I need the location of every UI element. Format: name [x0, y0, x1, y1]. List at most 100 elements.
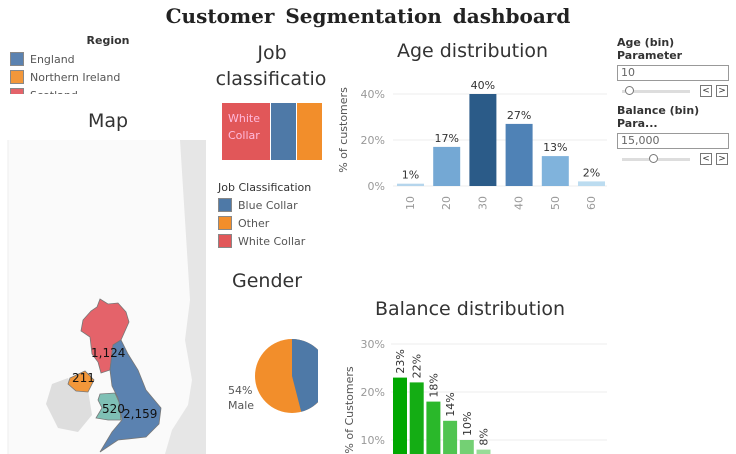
legend-item[interactable]: Scotland: [10, 86, 210, 94]
balance-y-label: % of Customers: [343, 366, 356, 453]
region-legend: Region England Northern Ireland Scotland: [10, 34, 210, 94]
age-chart: % of customers 0% 20% 40% 1% 10 17% 20 40% 30 27% 4…: [337, 79, 607, 210]
age-bar[interactable]: [397, 183, 424, 186]
age-bar[interactable]: [578, 181, 605, 186]
bar-data-label: 18%: [427, 373, 440, 397]
treemap-other[interactable]: [297, 103, 322, 160]
job-title-line1: Job: [257, 42, 287, 64]
age-param-slider[interactable]: [622, 85, 690, 95]
bar-data-label: 40%: [471, 79, 495, 92]
map-label-northern-ireland: 211: [72, 371, 95, 385]
bar-data-label: 14%: [444, 392, 457, 416]
region-legend-title: Region: [86, 34, 130, 47]
region-england[interactable]: [99, 339, 162, 453]
y-tick-label: 40%: [361, 88, 385, 101]
legend-label: White Collar: [238, 234, 306, 248]
map-title: Map: [87, 110, 129, 132]
legend-swatch: [218, 216, 232, 230]
europe-land: [165, 140, 206, 454]
age-y-label: % of customers: [337, 87, 350, 173]
legend-swatch: [218, 198, 232, 212]
y-tick-label: 0%: [368, 180, 385, 193]
x-tick-label: 20: [440, 196, 453, 210]
treemap-label: White Collar: [228, 112, 260, 142]
bar-data-label: 8%: [478, 428, 491, 445]
x-tick-label: 10: [404, 196, 417, 210]
age-parameter: Age (bin) Parameter 10 < >: [617, 36, 736, 99]
x-tick-label: 50: [549, 196, 562, 210]
x-tick-label: 30: [476, 196, 489, 210]
legend-item[interactable]: White Collar: [218, 232, 311, 250]
balance-bar[interactable]: [459, 440, 474, 454]
balance-bar[interactable]: [443, 420, 458, 454]
legend-swatch: [10, 52, 24, 66]
age-bar[interactable]: [433, 146, 461, 186]
map-label-england: 2,159: [123, 407, 157, 421]
gender-label-text: Male: [228, 399, 255, 412]
bar-data-label: 23%: [394, 349, 407, 373]
legend-label: Northern Ireland: [30, 70, 121, 84]
y-tick-label: 20%: [361, 134, 385, 147]
pie-slice-male[interactable]: [292, 339, 318, 412]
y-tick-label: 10%: [361, 434, 385, 447]
age-bar[interactable]: [505, 123, 533, 186]
balance-parameter: Balance (bin) Para... 15,000 < >: [617, 104, 736, 167]
legend-label: Scotland: [30, 89, 78, 95]
legend-item[interactable]: Blue Collar: [218, 196, 311, 214]
job-legend: Job Classification Blue Collar Other White…: [218, 181, 311, 250]
x-tick-label: 40: [513, 196, 526, 210]
balance-bar[interactable]: [393, 377, 407, 454]
legend-swatch: [10, 88, 24, 94]
balance-bar[interactable]: [426, 401, 441, 454]
legend-item[interactable]: Northern Ireland: [10, 68, 210, 86]
age-param-prev-button[interactable]: <: [700, 85, 712, 97]
balance-chart: % of Customers 10% 20% 30% 23% 22%18% 14% 10% 8%: [343, 338, 607, 454]
bar-data-label: 2%: [583, 166, 600, 179]
job-legend-title: Job Classification: [218, 181, 312, 194]
bar-data-label: 22%: [411, 354, 424, 378]
uk-map[interactable]: 1,124 211 520 2,159: [0, 0, 210, 454]
legend-label: England: [30, 52, 75, 66]
gender-label: 54% Male: [228, 383, 254, 413]
treemap-white-collar[interactable]: White Collar: [222, 103, 270, 160]
age-param-title: Age (bin) Parameter: [617, 36, 683, 62]
balance-param-input[interactable]: 15,000: [617, 133, 729, 149]
balance-param-slider[interactable]: [622, 153, 690, 163]
balance-bar[interactable]: [409, 382, 424, 454]
age-bar[interactable]: [541, 156, 569, 186]
y-tick-label: 30%: [361, 338, 385, 351]
bar-data-label: 10%: [461, 412, 474, 436]
legend-swatch: [218, 234, 232, 248]
legend-label: Other: [238, 216, 270, 230]
bar-data-label: 27%: [507, 109, 531, 122]
map-label-scotland: 1,124: [91, 346, 125, 360]
job-title: Job classificatio: [212, 40, 332, 92]
bar-data-label: 17%: [434, 132, 458, 145]
legend-item[interactable]: Other: [218, 214, 311, 232]
dashboard-title: Customer Segmentation dashboard: [165, 4, 571, 28]
gender-pie[interactable]: [240, 330, 318, 425]
age-param-next-button[interactable]: >: [716, 85, 728, 97]
slider-thumb[interactable]: [625, 85, 634, 95]
bar-data-label: 1%: [402, 169, 419, 182]
balance-chart-title: Balance distribution: [374, 298, 566, 320]
region-wales[interactable]: [95, 392, 122, 421]
gender-title: Gender: [231, 270, 303, 292]
legend-item[interactable]: England: [10, 50, 210, 68]
slider-thumb[interactable]: [649, 153, 658, 163]
treemap-blue-collar[interactable]: [271, 103, 296, 160]
bar-data-label: 13%: [543, 141, 567, 154]
age-param-input[interactable]: 10: [617, 65, 729, 81]
age-chart-title: Age distribution: [396, 40, 549, 62]
age-bar[interactable]: [469, 94, 497, 186]
balance-param-title: Balance (bin) Para...: [617, 104, 700, 130]
x-tick-label: 60: [585, 196, 598, 210]
legend-label: Blue Collar: [238, 198, 298, 212]
y-tick-label: 20%: [361, 386, 385, 399]
job-title-line2: classificatio: [215, 68, 327, 90]
balance-param-next-button[interactable]: >: [716, 153, 728, 165]
gender-pct: 54%: [228, 384, 253, 397]
balance-bar[interactable]: [476, 449, 491, 454]
region-northern-ireland[interactable]: [67, 370, 95, 393]
balance-param-prev-button[interactable]: <: [700, 153, 712, 165]
